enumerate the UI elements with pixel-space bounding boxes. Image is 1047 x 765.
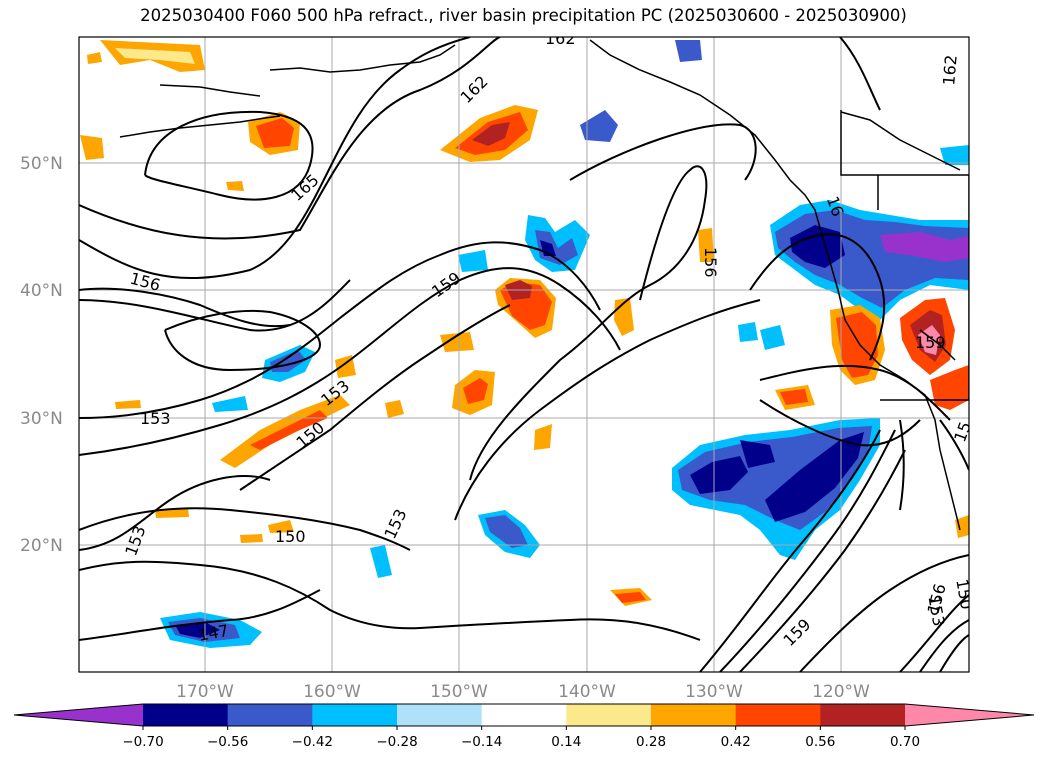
colorbar-tick-label: −0.28 — [376, 734, 417, 750]
lon-label: 120°W — [812, 682, 870, 702]
contour-label: 150 — [952, 578, 976, 611]
colorbar-segment — [312, 704, 398, 726]
colorbar-tick-label: 0.42 — [721, 734, 751, 750]
colorbar-tick-label: 0.28 — [636, 734, 666, 750]
contour-label: 150 — [275, 527, 306, 546]
colorbar-tick-label: 0.14 — [551, 734, 581, 750]
colorbar-segment — [820, 704, 906, 726]
colorbar-extend-min — [14, 704, 143, 726]
map-title: 2025030400 F060 500 hPa refract., river … — [140, 6, 907, 25]
colorbar-extend-max — [905, 704, 1034, 726]
lat-label: 50°N — [20, 154, 63, 174]
refractivity-contours — [79, 37, 969, 672]
longitude-labels: 170°W 160°W 150°W 140°W 130°W 120°W — [176, 682, 870, 702]
lon-label: 130°W — [685, 682, 743, 702]
colorbar-tick-label: −0.14 — [461, 734, 502, 750]
colorbar-tick-label: 0.56 — [805, 734, 835, 750]
lat-label: 40°N — [20, 281, 63, 301]
lat-label: 30°N — [20, 409, 63, 429]
colorbar-segment — [227, 704, 313, 726]
lon-label: 140°W — [558, 682, 616, 702]
lon-label: 170°W — [176, 682, 234, 702]
colorbar-segment — [735, 704, 821, 726]
colorbar-tick-label: −0.42 — [292, 734, 333, 750]
colorbar-tick-label: −0.56 — [207, 734, 248, 750]
colorbar-segment — [566, 704, 652, 726]
precip-anomaly-shading — [80, 40, 969, 648]
colorbar-tick-label: 0.70 — [890, 734, 920, 750]
colorbar-tick-label: −0.70 — [122, 734, 163, 750]
lon-label: 150°W — [430, 682, 488, 702]
colorbar-segment — [143, 704, 229, 726]
contour-label: 15 — [950, 419, 975, 445]
colorbar-segment — [481, 704, 567, 726]
lat-label: 20°N — [20, 536, 63, 556]
latitude-labels: 50°N 40°N 30°N 20°N — [20, 154, 63, 556]
contour-label: 162 — [545, 29, 576, 48]
colorbar-segment — [651, 704, 737, 726]
contour-label: 156 — [701, 247, 720, 278]
lon-label: 160°W — [303, 682, 361, 702]
map-border — [78, 36, 970, 673]
contour-label: 162 — [939, 54, 961, 86]
colorbar: −0.70 −0.56 −0.42 −0.28 −0.14 0.14 0.28 0.42 0.5… — [13, 703, 1035, 750]
contour-label: 159 — [915, 333, 946, 352]
contour-label: 153 — [140, 409, 171, 428]
colorbar-segment — [397, 704, 483, 726]
